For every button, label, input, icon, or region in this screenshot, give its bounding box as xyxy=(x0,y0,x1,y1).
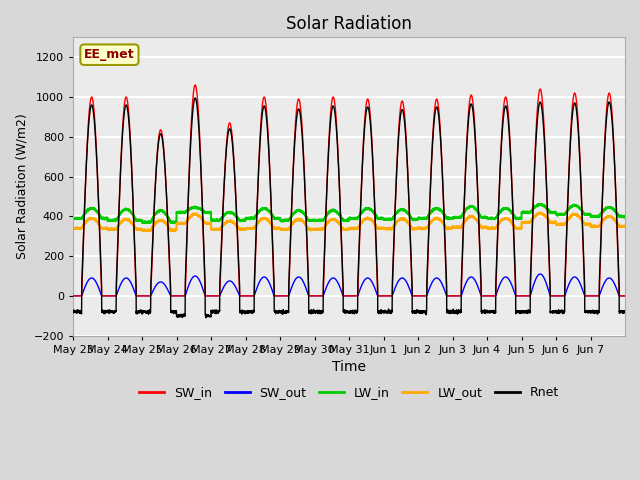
Title: Solar Radiation: Solar Radiation xyxy=(286,15,412,33)
Text: EE_met: EE_met xyxy=(84,48,135,61)
Legend: SW_in, SW_out, LW_in, LW_out, Rnet: SW_in, SW_out, LW_in, LW_out, Rnet xyxy=(134,381,564,404)
X-axis label: Time: Time xyxy=(332,360,366,374)
Y-axis label: Solar Radiation (W/m2): Solar Radiation (W/m2) xyxy=(15,114,28,259)
